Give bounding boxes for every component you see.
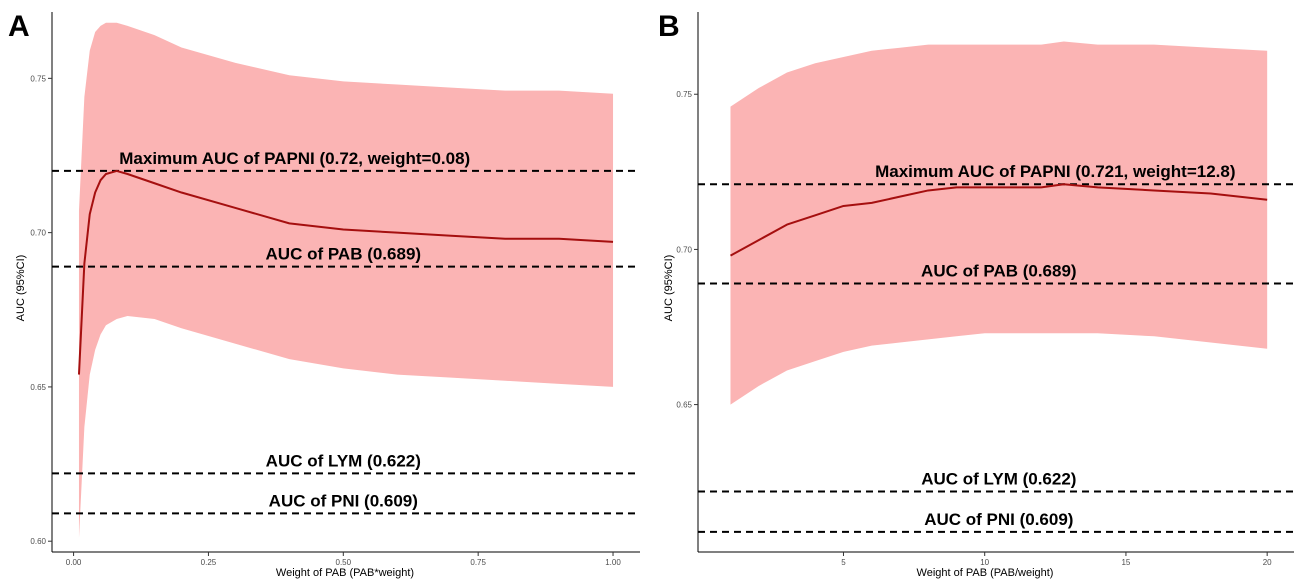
panel-a-y-tick-label: 0.65 (30, 383, 46, 392)
panel-a-reference-label: AUC of LYM (0.622) (266, 451, 421, 470)
panel-a: A Weight of PAB (PAB*weight) AUC (95%CI)… (8, 10, 640, 579)
panel-b-y-tick-label: 0.70 (676, 245, 692, 254)
panel-a-ci-ribbon (78, 22, 614, 539)
panel-b-auc-line (730, 183, 1268, 257)
panel-a-y-axis-title: AUC (95%CI) (15, 255, 27, 322)
panel-b-ci-ribbon (730, 41, 1268, 405)
panel-a-x-tick-label: 0.75 (470, 558, 486, 567)
panel-a-reference-label: AUC of PAB (0.689) (266, 245, 422, 264)
panel-a-x-tick-label: 1.00 (605, 558, 621, 567)
panel-a-reference-label: Maximum AUC of PAPNI (0.72, weight=0.08) (119, 149, 470, 168)
panel-b-letter: B (658, 10, 680, 43)
panel-b-x-tick-label: 20 (1263, 558, 1272, 567)
panel-b-y-tick-label: 0.75 (676, 90, 692, 99)
panel-a-x-tick-label: 0.25 (201, 558, 217, 567)
panel-a-reference-label: AUC of PNI (0.609) (269, 491, 418, 510)
panel-b-reference-label: Maximum AUC of PAPNI (0.721, weight=12.8… (875, 162, 1235, 181)
panel-a-y-tick-label: 0.60 (30, 537, 46, 546)
panel-b-reference-label: AUC of PNI (0.609) (924, 510, 1073, 529)
panel-a-y-tick-label: 0.70 (30, 229, 46, 238)
panel-b-x-axis-title: Weight of PAB (PAB/weight) (917, 567, 1054, 579)
panel-b-y-tick-label: 0.65 (676, 401, 692, 410)
panel-a-x-tick-label: 0.50 (336, 558, 352, 567)
panel-b: B Weight of PAB (PAB/weight) AUC (95%CI)… (658, 10, 1294, 579)
panel-a-y-tick-label: 0.75 (30, 74, 46, 83)
panel-a-letter: A (8, 10, 30, 43)
panel-b-reference-label: AUC of PAB (0.689) (921, 262, 1077, 281)
panel-b-x-tick-label: 15 (1121, 558, 1130, 567)
panel-a-auc-line (77, 169, 614, 375)
panel-b-reference-label: AUC of LYM (0.622) (921, 469, 1076, 488)
panel-b-y-axis-title: AUC (95%CI) (663, 255, 675, 322)
panel-a-x-axis-title: Weight of PAB (PAB*weight) (276, 567, 414, 579)
panel-b-x-tick-label: 5 (841, 558, 846, 567)
panel-b-x-tick-label: 10 (980, 558, 989, 567)
panel-a-x-tick-label: 0.00 (66, 558, 82, 567)
